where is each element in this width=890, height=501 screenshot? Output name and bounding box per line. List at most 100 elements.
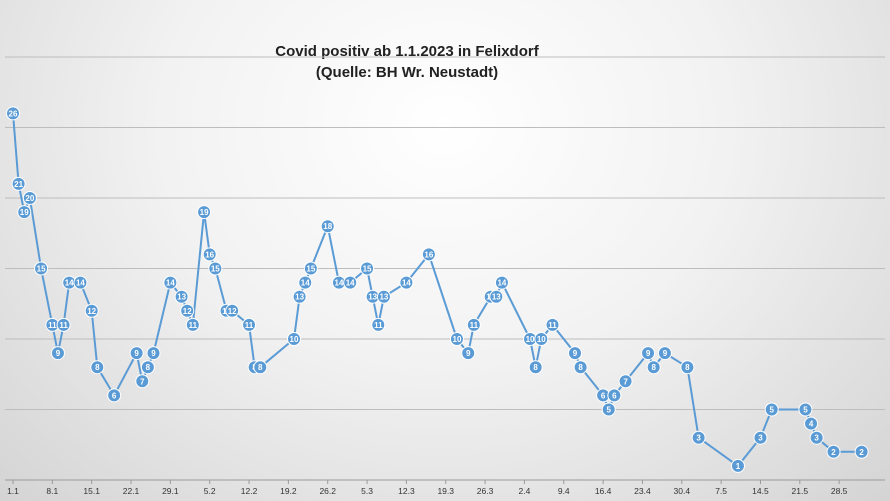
data-label: 16 — [205, 250, 214, 259]
data-label: 21 — [14, 180, 23, 189]
data-label: 11 — [245, 321, 254, 330]
data-label: 15 — [211, 265, 220, 274]
data-label: 8 — [258, 363, 263, 372]
data-point — [607, 388, 622, 403]
data-point — [691, 430, 706, 445]
data-point — [489, 289, 504, 304]
data-label: 11 — [470, 321, 479, 330]
data-label: 5 — [803, 406, 808, 415]
data-point — [461, 346, 476, 361]
data-point — [764, 402, 779, 417]
x-tick-label: 7.5 — [715, 486, 727, 496]
x-tick-label: 16.4 — [595, 486, 612, 496]
data-label: 9 — [151, 349, 156, 358]
data-label: 9 — [134, 349, 139, 358]
data-point — [680, 360, 695, 375]
data-point — [798, 402, 813, 417]
series-path — [12, 113, 862, 467]
data-point — [298, 275, 313, 290]
data-label: 13 — [368, 293, 377, 302]
x-tick-label: 12.2 — [241, 486, 258, 496]
chart-title: Covid positiv ab 1.1.2023 in Felixdorf — [275, 43, 539, 60]
x-tick-label: 28.5 — [831, 486, 848, 496]
x-tick-label: 29.1 — [162, 486, 179, 496]
data-point — [208, 261, 223, 276]
data-label: 12 — [228, 307, 237, 316]
data-label: 15 — [363, 265, 372, 274]
data-point — [343, 275, 358, 290]
data-point — [534, 332, 549, 346]
data-label: 14 — [335, 279, 344, 288]
data-point — [50, 346, 65, 361]
data-label: 14 — [402, 279, 411, 288]
data-point — [376, 289, 391, 304]
data-label: 13 — [379, 293, 388, 302]
data-point — [466, 317, 481, 332]
x-tick-label: 26.3 — [477, 486, 494, 496]
data-label: 5 — [606, 406, 611, 415]
data-label: 14 — [301, 279, 310, 288]
x-axis: 1.1 8.1 15.1 22.1 29.1 5.2 12.2 19.2 26.2 5.3 12.3… — [7, 480, 848, 496]
x-tick-label: 5.3 — [361, 486, 373, 496]
data-point — [202, 247, 217, 262]
gridlines — [5, 56, 885, 481]
data-label: 8 — [146, 363, 151, 372]
data-point — [22, 191, 37, 205]
data-label: 11 — [189, 321, 198, 330]
data-label: 13 — [295, 293, 304, 302]
data-label: 14 — [76, 279, 85, 288]
data-label: 4 — [809, 420, 814, 429]
data-label: 10 — [290, 335, 299, 344]
data-point — [753, 430, 768, 445]
data-label: 6 — [612, 391, 617, 400]
data-label: 16 — [424, 250, 433, 259]
data-label: 15 — [306, 265, 315, 274]
x-tick-label: 15.1 — [83, 486, 100, 496]
x-tick-label: 21.5 — [792, 486, 809, 496]
data-point — [73, 275, 88, 290]
data-label: 1 — [736, 462, 741, 471]
data-label: 9 — [573, 349, 578, 358]
data-point — [545, 317, 560, 332]
data-point — [253, 360, 268, 375]
data-point — [641, 346, 656, 361]
data-label: 8 — [95, 363, 100, 372]
data-point — [320, 219, 335, 234]
data-point — [180, 303, 195, 318]
data-point — [657, 346, 672, 361]
x-tick-label: 19.2 — [280, 486, 297, 496]
data-point — [371, 317, 386, 332]
data-point — [646, 360, 661, 375]
data-point — [163, 275, 178, 290]
data-label: 8 — [651, 363, 656, 372]
data-point — [135, 374, 150, 389]
x-tick-label: 2.4 — [519, 486, 531, 496]
data-point — [730, 458, 745, 473]
data-label: 11 — [374, 321, 383, 330]
data-point — [17, 205, 32, 220]
data-point — [601, 402, 616, 417]
data-label: 15 — [37, 265, 46, 274]
data-label: 20 — [25, 194, 34, 203]
data-label: 6 — [601, 391, 606, 400]
data-point — [494, 275, 509, 290]
data-label: 14 — [65, 279, 74, 288]
data-label: 26 — [9, 109, 18, 118]
data-label: 11 — [48, 321, 57, 330]
data-label: 8 — [578, 363, 583, 372]
data-label: 12 — [183, 307, 192, 316]
data-point — [11, 176, 26, 191]
data-label: 5 — [769, 406, 774, 415]
data-point — [573, 360, 588, 375]
data-point — [360, 261, 375, 276]
data-label: 9 — [646, 349, 651, 358]
data-point — [84, 303, 99, 318]
data-point — [197, 205, 212, 220]
data-point — [185, 317, 200, 332]
data-point — [107, 388, 122, 403]
data-label: 10 — [526, 335, 535, 344]
data-point — [568, 346, 582, 361]
chart-subtitle: (Quelle: BH Wr. Neustadt) — [316, 64, 498, 81]
data-label: 3 — [758, 434, 763, 443]
